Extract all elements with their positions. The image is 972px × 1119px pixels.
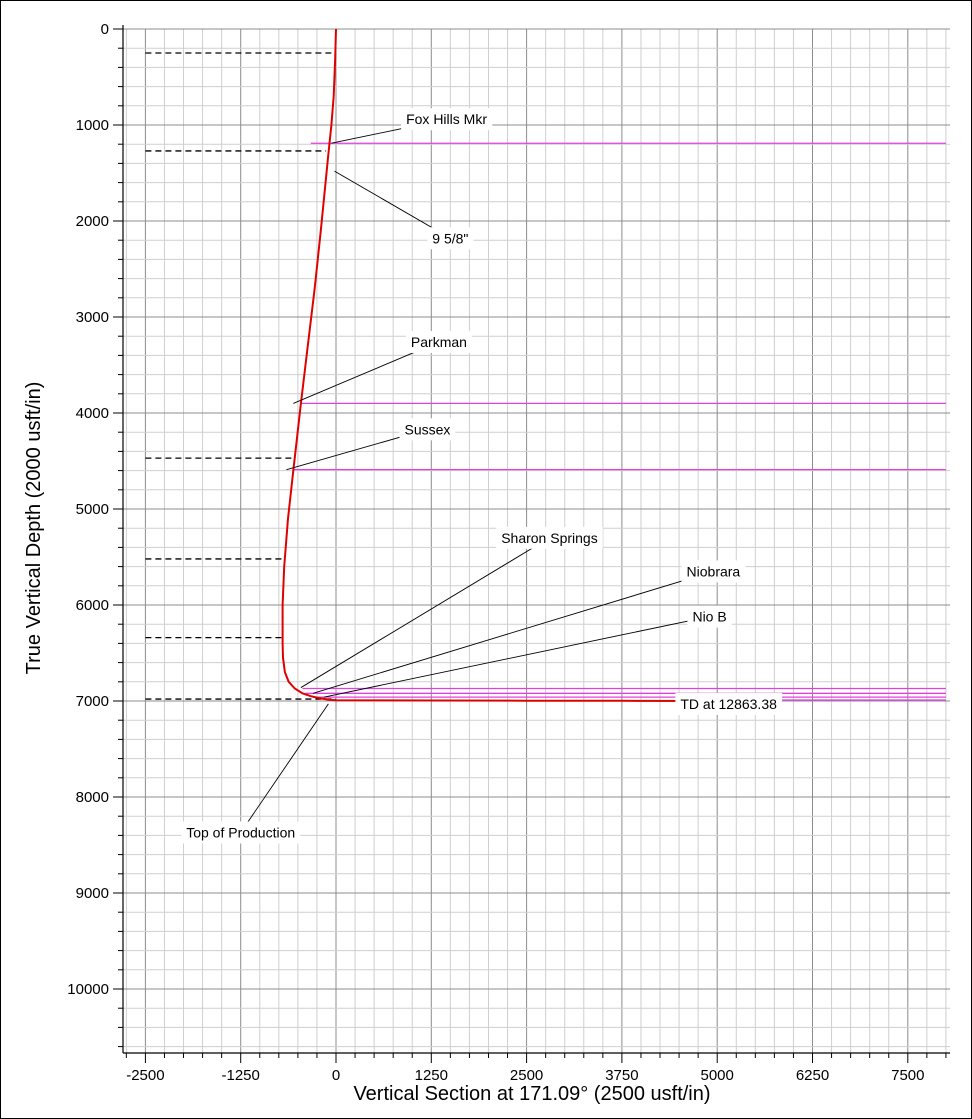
y-tick-label: 6000 <box>76 597 109 614</box>
annotation-label-bg <box>427 227 474 250</box>
x-tick-label: 1250 <box>415 1067 448 1084</box>
x-tick-label: 5000 <box>701 1067 734 1084</box>
annotation-label-bg <box>496 526 603 549</box>
annotation-label-text: Parkman <box>411 334 467 350</box>
annotation-label-bg <box>405 330 472 353</box>
annotation-label: Nio B <box>687 605 732 628</box>
annotation-label: Top of Production <box>181 821 301 844</box>
annotation-label-text: Nio B <box>692 609 726 625</box>
well-path <box>281 28 737 702</box>
annotation-leader <box>312 570 714 694</box>
annotation-label-text: Sussex <box>405 421 451 437</box>
annotation-label-text: Sharon Springs <box>501 530 598 546</box>
annotation-leader <box>334 170 451 239</box>
annotation-label: Fox Hills Mkr <box>401 108 493 131</box>
casing-lines <box>145 52 336 700</box>
annotation-label-bg <box>181 821 301 844</box>
annotation-label-bg <box>687 605 732 628</box>
annotation-label: Sussex <box>399 418 456 441</box>
annotation-label-bg <box>681 560 746 583</box>
y-tick-label: 3000 <box>76 309 109 326</box>
x-tick-label: 2500 <box>510 1067 543 1084</box>
annotation-label: Sharon Springs <box>496 526 603 549</box>
annotation-leader <box>300 537 550 688</box>
x-axis-title: Vertical Section at 171.09° (2500 usft/i… <box>353 1083 710 1105</box>
annotation-label-bg <box>401 108 493 131</box>
y-axis-title: True Vertical Depth (2000 usft/in) <box>23 382 45 675</box>
annotation-label-text: 9 5/8" <box>432 230 468 246</box>
annotation-label-bg <box>675 692 783 715</box>
annotation-label-text: Fox Hills Mkr <box>406 111 487 127</box>
y-tick-label: 1000 <box>76 117 109 134</box>
annotation-label: Parkman <box>405 330 472 353</box>
annotation-label-text: TD at 12863.38 <box>680 696 777 712</box>
y-tick-label: 9000 <box>76 885 109 902</box>
annotation-label-text: Top of Production <box>186 825 295 841</box>
x-tick-label: 3750 <box>605 1067 638 1084</box>
annotation-label-bg <box>399 418 456 441</box>
annotation-leader <box>323 616 710 698</box>
formation-lines <box>293 142 946 701</box>
y-tick-label: 10000 <box>67 981 109 998</box>
axes: 0 1000 2000 3000 4000 5000 6000 7000 8000 9000 100… <box>67 21 950 1084</box>
annotation-label: 9 5/8" <box>427 227 474 250</box>
annotations: Fox Hills Mkr 9 5/8" Parkman Sussex Sharon S… <box>181 108 783 844</box>
x-tick-label: 6250 <box>796 1067 829 1084</box>
y-tick-label: 4000 <box>76 405 109 422</box>
y-tick-label: 2000 <box>76 213 109 230</box>
x-tick-label: 7500 <box>891 1067 924 1084</box>
y-tick-label: 0 <box>101 21 109 38</box>
annotation-label: TD at 12863.38 <box>675 692 783 715</box>
annotation-label: Niobrara <box>681 560 746 583</box>
y-tick-label: 5000 <box>76 501 109 518</box>
annotation-leader <box>240 703 329 833</box>
x-tick-label: 0 <box>332 1067 340 1084</box>
y-tick-label: 8000 <box>76 789 109 806</box>
y-tick-label: 7000 <box>76 693 109 710</box>
annotation-label-text: Niobrara <box>687 563 741 579</box>
x-tick-label: -2500 <box>126 1067 164 1084</box>
x-tick-label: -1250 <box>222 1067 260 1084</box>
well-path-line <box>281 28 737 702</box>
